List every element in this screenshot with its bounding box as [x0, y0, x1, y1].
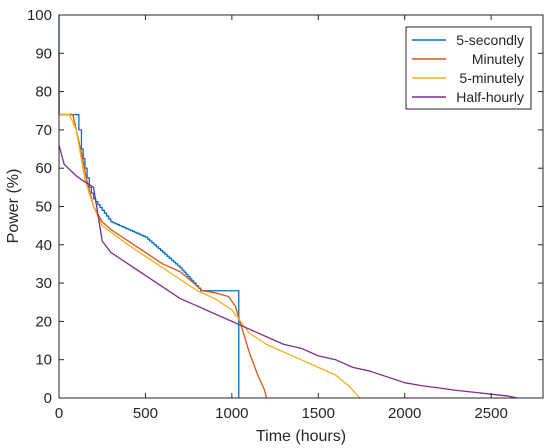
x-tick-label: 0	[55, 405, 63, 422]
legend-label: Minutely	[472, 51, 524, 67]
x-tick-label: 1500	[302, 405, 335, 422]
x-axis-label: Time (hours)	[256, 428, 346, 445]
y-tick-label: 80	[35, 84, 52, 101]
legend: 5-secondly Minutely 5-minutely Half-hourly	[405, 26, 532, 110]
series-line-half-hourly	[58, 145, 518, 399]
legend-label: Half-hourly	[456, 89, 524, 105]
x-tick-label: 2500	[474, 405, 507, 422]
x-tick-label: 1000	[215, 405, 248, 422]
y-tick-label: 40	[35, 237, 52, 254]
y-tick-label: 20	[35, 313, 52, 330]
legend-label: 5-minutely	[459, 70, 524, 86]
y-tick-label: 10	[35, 352, 52, 369]
x-tick-label: 2000	[388, 405, 421, 422]
y-axis-label: Power (%)	[5, 169, 22, 244]
axes-layer: 0 500 1000 1500 2000 2500 0 10 20 30 40 50 60 70 80 90 1…	[27, 7, 544, 422]
series-layer	[58, 15, 518, 399]
legend-label: 5-secondly	[456, 32, 524, 48]
y-tick-label: 30	[35, 275, 52, 292]
series-line-minutely	[58, 53, 268, 399]
y-tick-label: 100	[27, 7, 52, 24]
y-tick-label: 70	[35, 122, 52, 139]
y-tick-label: 60	[35, 160, 52, 177]
y-tick-label: 50	[35, 199, 52, 216]
series-line-5-minutely	[59, 113, 361, 399]
y-tick-label: 90	[35, 45, 52, 62]
y-tick-label: 0	[44, 390, 52, 407]
x-tick-label: 500	[133, 405, 158, 422]
